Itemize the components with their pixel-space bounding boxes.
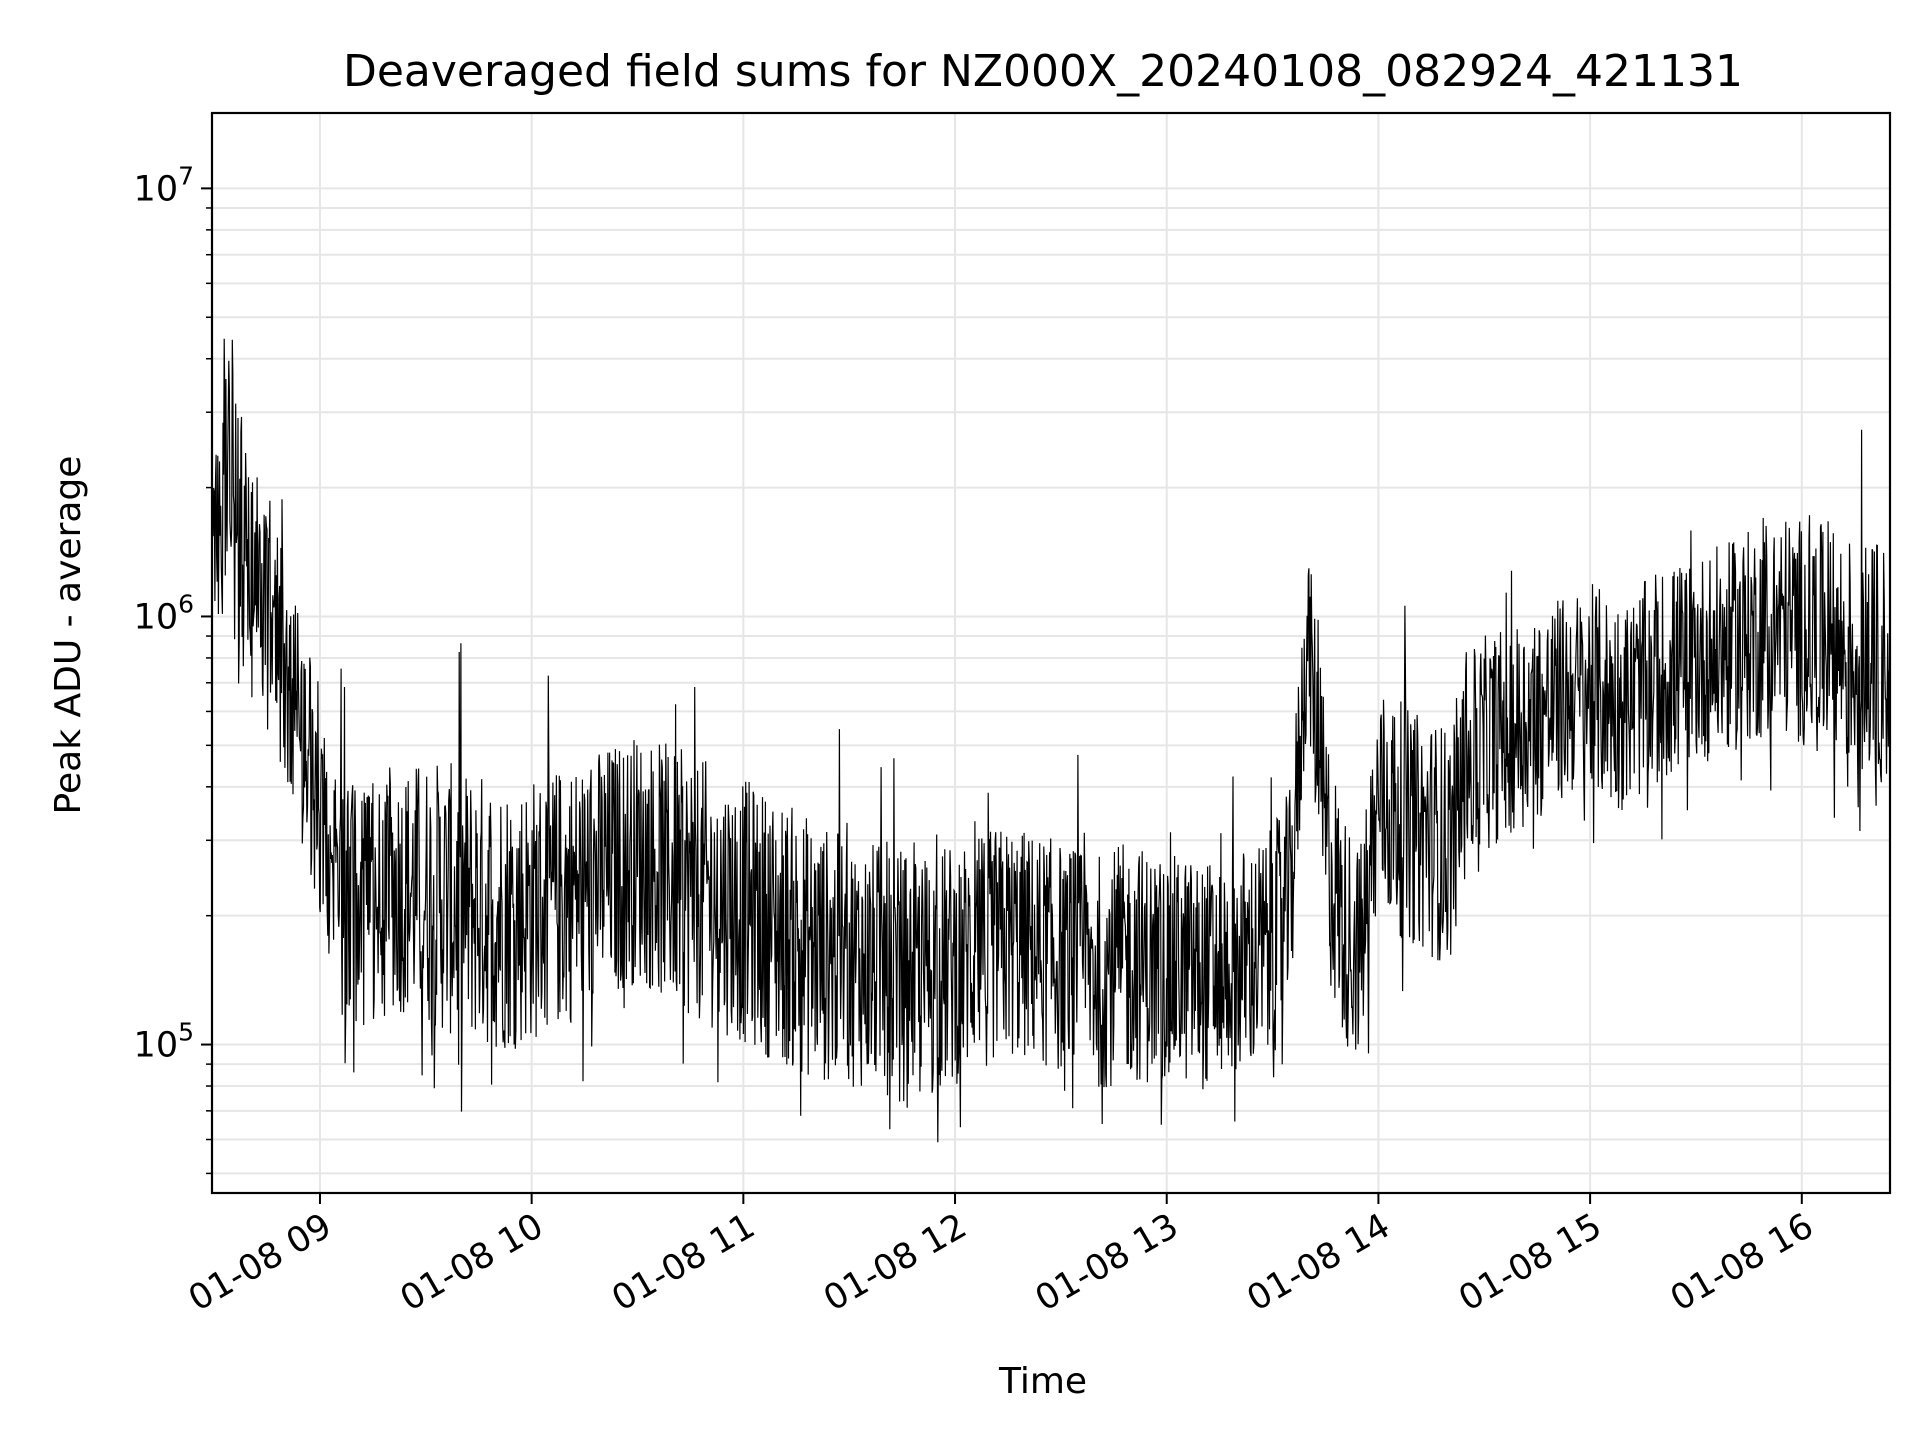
series-layer bbox=[211, 338, 1891, 1143]
y-tick-label: 106 bbox=[134, 589, 194, 637]
y-tick-labels: 105 106 107 bbox=[134, 161, 194, 1065]
tick-marks bbox=[201, 187, 1803, 1204]
y-tick-label: 105 bbox=[134, 1018, 194, 1066]
y-axis-label: Peak ADU - average bbox=[48, 456, 89, 815]
series-line-0 bbox=[211, 338, 1891, 1143]
chart-title: Deaveraged field sums for NZ000X_2024010… bbox=[343, 46, 1743, 97]
plot-frame bbox=[210, 111, 1892, 1195]
x-axis-label: Time bbox=[998, 1361, 1087, 1402]
y-tick-label: 107 bbox=[134, 161, 194, 209]
